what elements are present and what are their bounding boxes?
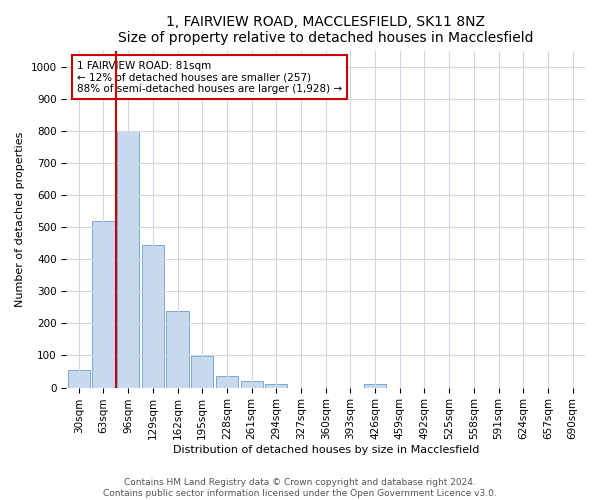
Bar bbox=[92, 220, 115, 388]
Bar bbox=[216, 376, 238, 388]
Y-axis label: Number of detached properties: Number of detached properties bbox=[15, 132, 25, 307]
Bar bbox=[265, 384, 287, 388]
Bar bbox=[191, 356, 214, 388]
Bar bbox=[241, 381, 263, 388]
X-axis label: Distribution of detached houses by size in Macclesfield: Distribution of detached houses by size … bbox=[173, 445, 479, 455]
Bar bbox=[364, 384, 386, 388]
Bar bbox=[166, 310, 188, 388]
Bar bbox=[68, 370, 90, 388]
Text: 1 FAIRVIEW ROAD: 81sqm
← 12% of detached houses are smaller (257)
88% of semi-de: 1 FAIRVIEW ROAD: 81sqm ← 12% of detached… bbox=[77, 60, 342, 94]
Text: Contains HM Land Registry data © Crown copyright and database right 2024.
Contai: Contains HM Land Registry data © Crown c… bbox=[103, 478, 497, 498]
Bar bbox=[142, 244, 164, 388]
Bar bbox=[117, 131, 139, 388]
Title: 1, FAIRVIEW ROAD, MACCLESFIELD, SK11 8NZ
Size of property relative to detached h: 1, FAIRVIEW ROAD, MACCLESFIELD, SK11 8NZ… bbox=[118, 15, 533, 45]
